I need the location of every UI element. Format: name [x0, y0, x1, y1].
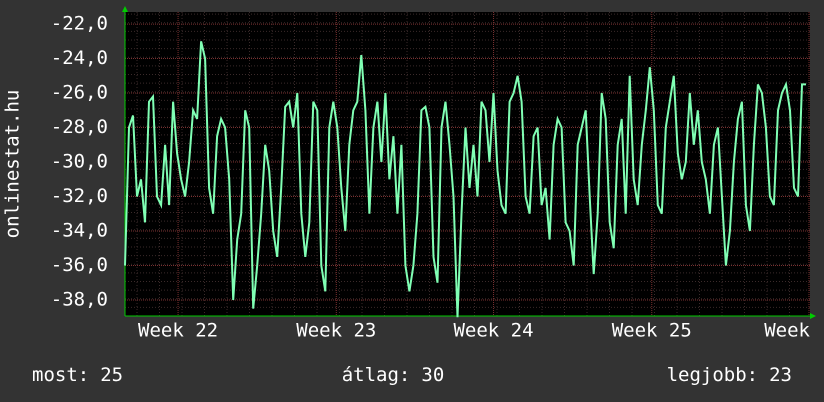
x-tick-label: Week 25 [612, 320, 692, 342]
x-axis-arrow [810, 313, 816, 319]
stat-value: 25 [100, 364, 123, 386]
stat-value: 23 [769, 364, 792, 386]
y-tick-label: -30,0 [51, 151, 108, 173]
x-tick-label: Week 22 [138, 320, 218, 342]
y-tick-label: -22,0 [51, 13, 108, 35]
x-tick-label: Week [764, 320, 810, 342]
y-tick-label: -28,0 [51, 116, 108, 138]
x-tick-label: Week 24 [453, 320, 533, 342]
x-tick-label: Week 23 [296, 320, 376, 342]
y-tick-label: -26,0 [51, 82, 108, 104]
y-axis-label: onlinestat.hu [2, 90, 24, 239]
stat: átlag: 30 [342, 364, 445, 386]
data-line [124, 41, 806, 318]
y-tick-label: -36,0 [51, 254, 108, 276]
stat: most: 25 [32, 364, 123, 386]
y-tick-label: -24,0 [51, 47, 108, 69]
stat-label: legjobb: [667, 364, 759, 386]
stat: legjobb: 23 [667, 364, 792, 386]
y-tick-label: -34,0 [51, 219, 108, 241]
y-tick-label: -32,0 [51, 185, 108, 207]
stat-label: most: [32, 364, 89, 386]
y-tick-label: -38,0 [51, 288, 108, 310]
stat-label: átlag: [342, 364, 411, 386]
stat-value: 30 [421, 364, 444, 386]
